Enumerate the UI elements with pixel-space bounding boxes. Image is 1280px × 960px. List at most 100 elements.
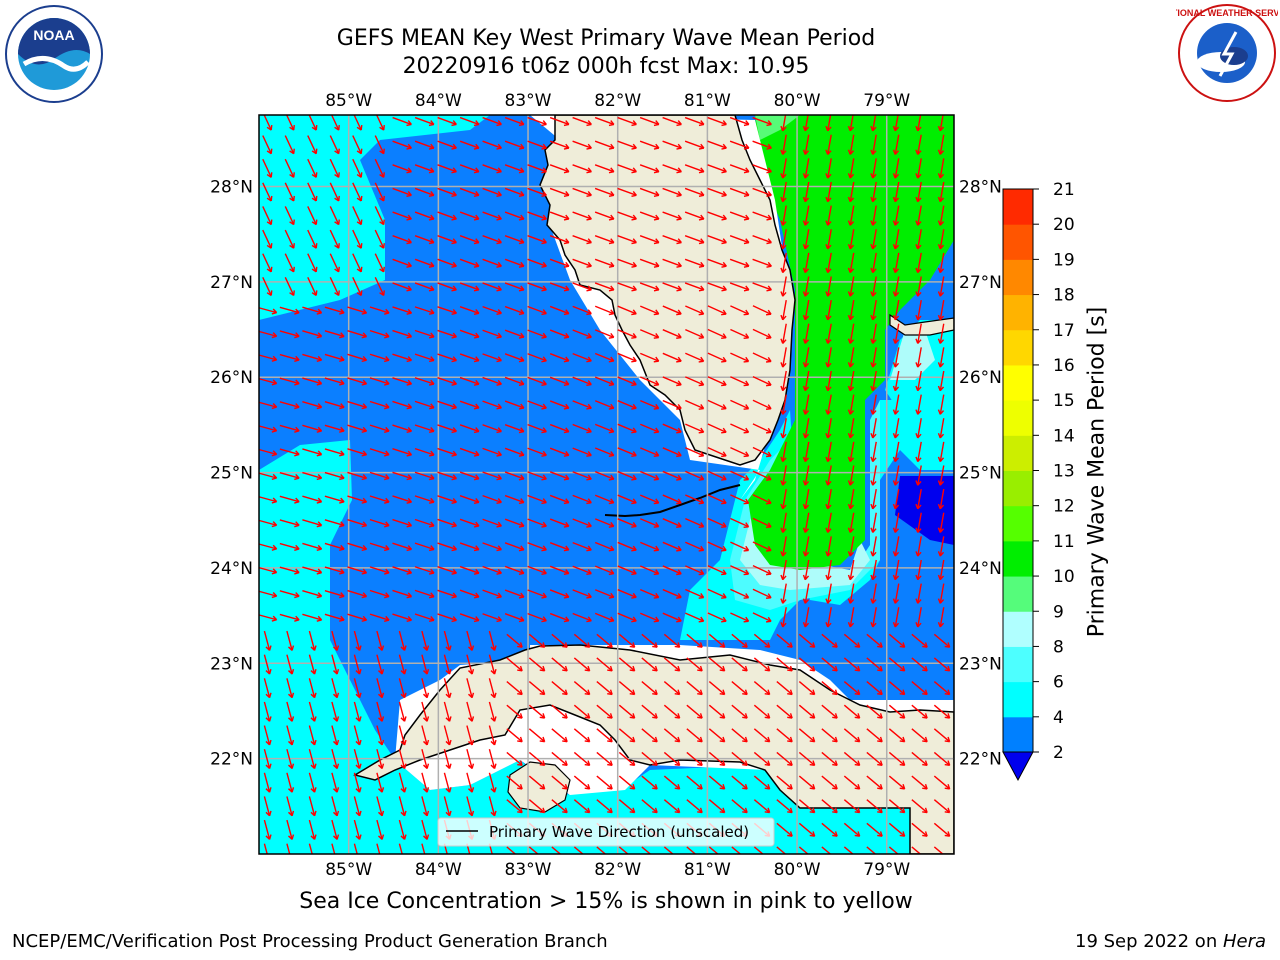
wave-arrow (639, 211, 660, 221)
wave-arrow (572, 565, 592, 576)
colorbar-tick-label: 18 (1053, 286, 1075, 306)
wave-arrow (329, 206, 340, 226)
wave-arrow (392, 542, 413, 552)
colorbar-swatch (1003, 329, 1033, 366)
wave-arrow (488, 701, 497, 722)
wave-arrow (414, 424, 435, 434)
wave-arrow (708, 704, 726, 719)
land-bahamas (889, 313, 954, 336)
wave-arrow (369, 589, 390, 599)
wave-arrow (937, 276, 945, 297)
wave-arrow (374, 182, 385, 202)
wave-arrow (549, 423, 570, 434)
wave-arrow (870, 252, 877, 274)
wave-arrow (821, 633, 838, 648)
wave-arrow (504, 400, 525, 410)
wave-arrow (392, 448, 413, 457)
wave-arrow (549, 211, 570, 221)
wave-arrow (684, 282, 705, 292)
wave-arrow (802, 441, 810, 463)
wave-arrow (708, 633, 726, 648)
wave-arrow (549, 329, 570, 339)
wave-arrow (286, 725, 295, 746)
wave-arrow (527, 447, 547, 457)
wave-arrow (374, 229, 385, 249)
colorbar-tick-label: 11 (1053, 532, 1075, 552)
wave-arrow (753, 704, 771, 719)
wave-arrow (707, 282, 727, 292)
wave-arrow (549, 565, 570, 576)
wave-arrow (307, 206, 318, 226)
wave-arrow (685, 612, 705, 623)
wave-arrow (572, 305, 592, 316)
wave-arrow (308, 654, 317, 675)
wave-arrow (392, 518, 413, 528)
wave-arrow (572, 187, 592, 197)
wave-arrow (752, 352, 772, 363)
wave-arrow (352, 158, 363, 178)
wave-arrow (618, 657, 636, 672)
wave-arrow (888, 657, 906, 672)
wave-arrow (414, 353, 435, 363)
wave-arrow (870, 276, 877, 297)
wave-arrow (279, 330, 300, 339)
wave-arrow (776, 633, 793, 648)
wave-arrow (729, 282, 750, 292)
wave-arrow (376, 654, 385, 675)
wave-arrow (825, 418, 832, 439)
wave-arrow (663, 681, 681, 696)
wave-arrow (262, 253, 273, 273)
wave-arrow (482, 400, 502, 410)
wave-arrow (825, 512, 832, 533)
wave-arrow (353, 678, 362, 699)
wave-arrow (937, 347, 945, 368)
wave-arrow (414, 400, 435, 410)
wave-arrow (662, 116, 682, 127)
footer-host: Hera (1222, 931, 1266, 952)
wave-arrow (302, 590, 323, 599)
colorbar-swatch (1003, 224, 1033, 260)
wave-arrow (437, 542, 458, 552)
wave-arrow (639, 187, 660, 197)
wave-arrow (729, 164, 750, 174)
wave-arrow (684, 258, 705, 268)
colorbar-swatch (1003, 259, 1033, 296)
wave-arrow (392, 187, 412, 197)
wave-arrow (617, 352, 637, 363)
wave-arrow (353, 654, 362, 675)
wave-arrow (662, 399, 682, 410)
wave-arrow (459, 329, 480, 339)
wave-arrow (825, 347, 832, 368)
wave-arrow (707, 494, 727, 505)
wave-arrow (374, 253, 385, 273)
wave-arrow (376, 678, 385, 699)
wave-arrow (685, 447, 705, 458)
wave-arrow (414, 566, 435, 575)
wave-arrow (870, 370, 877, 392)
colorbar-swatch (1003, 611, 1033, 647)
wave-arrow (573, 633, 591, 648)
wave-arrow (596, 657, 613, 672)
wave-arrow (308, 678, 317, 699)
wave-arrow (707, 235, 727, 245)
colorbar-swatches (1002, 188, 1034, 782)
wave-arrow (572, 258, 592, 268)
wave-arrow (870, 115, 877, 132)
land-florida-keys (604, 484, 741, 518)
wave-arrow (437, 353, 458, 363)
wave-arrow (347, 377, 368, 386)
wave-arrow (707, 116, 727, 127)
wave-arrow (915, 559, 922, 581)
wave-arrow (707, 447, 727, 458)
colorbar-tick-label: 19 (1053, 250, 1075, 270)
wave-arrow (369, 306, 390, 315)
wave-arrow (663, 657, 681, 672)
wave-arrow (549, 116, 570, 127)
wave-arrow (421, 654, 430, 675)
wave-arrow (353, 630, 362, 651)
wave-arrow (662, 211, 682, 221)
wave-arrow (284, 135, 295, 155)
wave-arrow (821, 681, 838, 696)
wave-arrow (730, 446, 750, 458)
